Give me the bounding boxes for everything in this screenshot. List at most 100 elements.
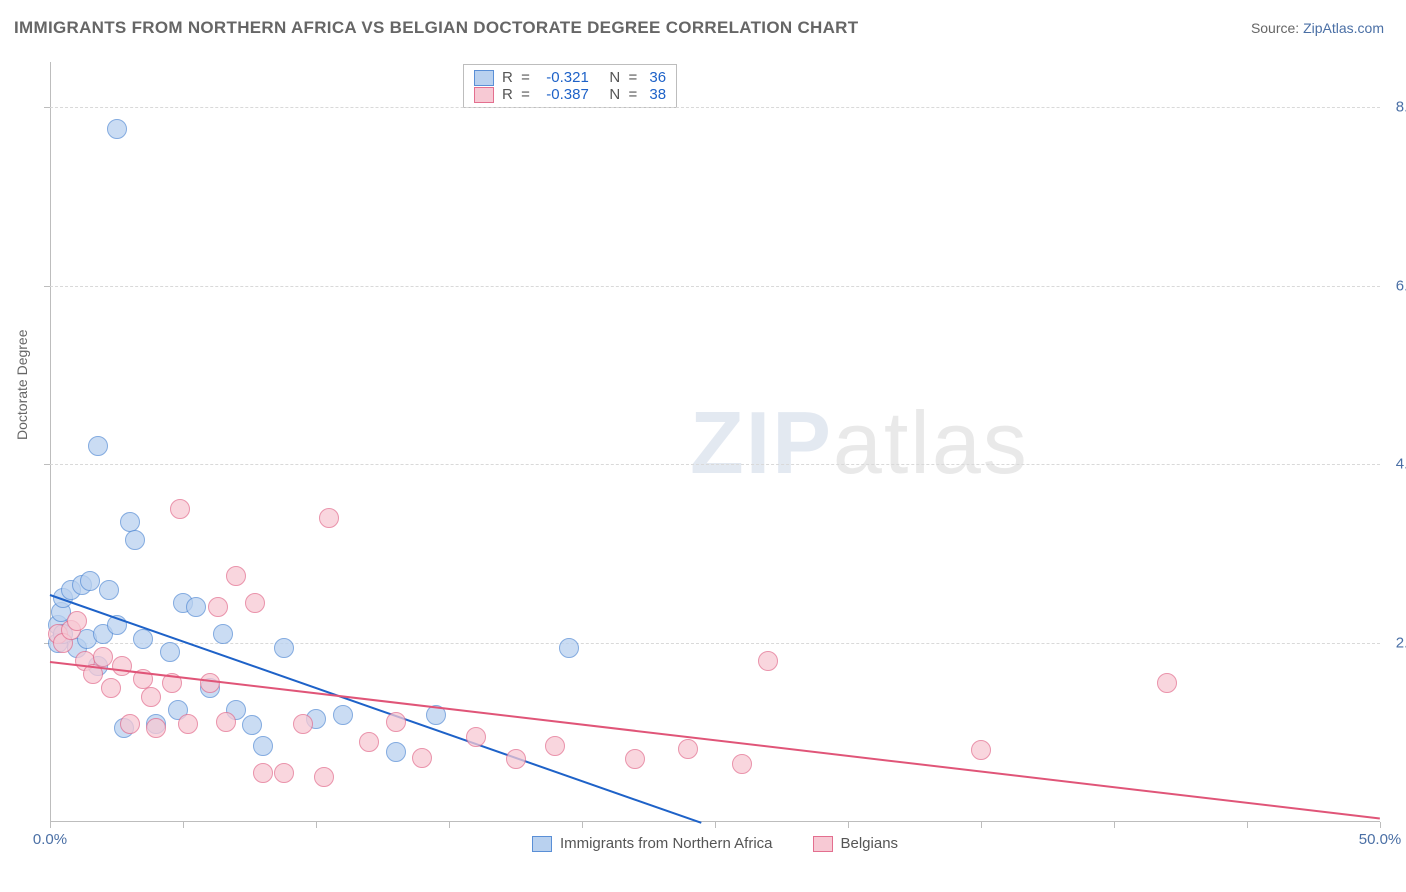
data-point [93,647,113,667]
legend-swatch [474,87,494,103]
y-axis-line [50,62,51,822]
data-point [274,763,294,783]
data-point [559,638,579,658]
data-point [412,748,432,768]
x-tick [1114,822,1115,828]
data-point [253,763,273,783]
x-tick [449,822,450,828]
y-tick-label: 4.0% [1386,456,1406,473]
watermark-bold: ZIP [690,393,833,492]
data-point [141,687,161,707]
y-tick-label: 8.0% [1386,98,1406,115]
data-point [67,611,87,631]
data-point [112,656,132,676]
chart-plot-area: ZIPatlas R = -0.321 N = 36R = -0.387 N =… [50,62,1380,822]
series-legend-item: Belgians [813,835,899,852]
x-tick [183,822,184,828]
r-value: -0.387 [546,86,589,103]
r-label: R = [502,69,538,86]
x-tick [1247,822,1248,828]
series-legend-item: Immigrants from Northern Africa [532,835,773,852]
data-point [120,714,140,734]
data-point [319,508,339,528]
n-label: N = [597,69,642,86]
data-point [466,727,486,747]
data-point [242,715,262,735]
data-point [386,712,406,732]
series-name: Belgians [841,835,899,852]
y-axis-title: Doctorate Degree [14,329,30,440]
x-tick [1380,822,1381,828]
y-tick [44,107,50,108]
x-tick-label: 0.0% [33,831,67,848]
data-point [758,651,778,671]
data-point [971,740,991,760]
data-point [101,678,121,698]
data-point [333,705,353,725]
y-tick [44,464,50,465]
source-link[interactable]: ZipAtlas.com [1303,20,1384,36]
series-legend: Immigrants from Northern Africa Belgians [50,835,1380,852]
data-point [133,629,153,649]
data-point [107,119,127,139]
data-point [80,571,100,591]
x-tick [50,822,51,828]
source-prefix: Source: [1251,20,1303,36]
x-tick-label: 50.0% [1359,831,1402,848]
data-point [170,499,190,519]
stats-legend-row: R = -0.387 N = 38 [474,86,666,103]
legend-swatch [474,70,494,86]
y-tick [44,286,50,287]
x-tick [582,822,583,828]
legend-swatch [532,836,552,852]
trendline [50,661,1380,819]
data-point [1157,673,1177,693]
data-point [245,593,265,613]
r-value: -0.321 [546,69,589,86]
data-point [732,754,752,774]
data-point [678,739,698,759]
data-point [314,767,334,787]
watermark: ZIPatlas [690,392,1029,494]
y-tick-label: 6.0% [1386,277,1406,294]
data-point [506,749,526,769]
data-point [359,732,379,752]
source-attribution: Source: ZipAtlas.com [1251,20,1384,36]
correlation-stats-legend: R = -0.321 N = 36R = -0.387 N = 38 [463,64,677,108]
data-point [208,597,228,617]
data-point [253,736,273,756]
r-label: R = [502,86,538,103]
gridline-h [50,107,1380,108]
data-point [125,530,145,550]
gridline-h [50,643,1380,644]
data-point [99,580,119,600]
x-tick [981,822,982,828]
legend-swatch [813,836,833,852]
y-tick-label: 2.0% [1386,635,1406,652]
gridline-h [50,286,1380,287]
data-point [545,736,565,756]
data-point [213,624,233,644]
data-point [216,712,236,732]
data-point [386,742,406,762]
x-tick [316,822,317,828]
data-point [274,638,294,658]
gridline-h [50,464,1380,465]
data-point [160,642,180,662]
data-point [88,436,108,456]
data-point [226,566,246,586]
data-point [120,512,140,532]
trendline [50,594,702,824]
chart-title: IMMIGRANTS FROM NORTHERN AFRICA VS BELGI… [14,18,858,38]
watermark-light: atlas [833,393,1029,492]
series-name: Immigrants from Northern Africa [560,835,773,852]
data-point [186,597,206,617]
data-point [178,714,198,734]
data-point [200,673,220,693]
x-tick [848,822,849,828]
data-point [293,714,313,734]
stats-legend-row: R = -0.321 N = 36 [474,69,666,86]
n-label: N = [597,86,642,103]
data-point [625,749,645,769]
data-point [146,718,166,738]
